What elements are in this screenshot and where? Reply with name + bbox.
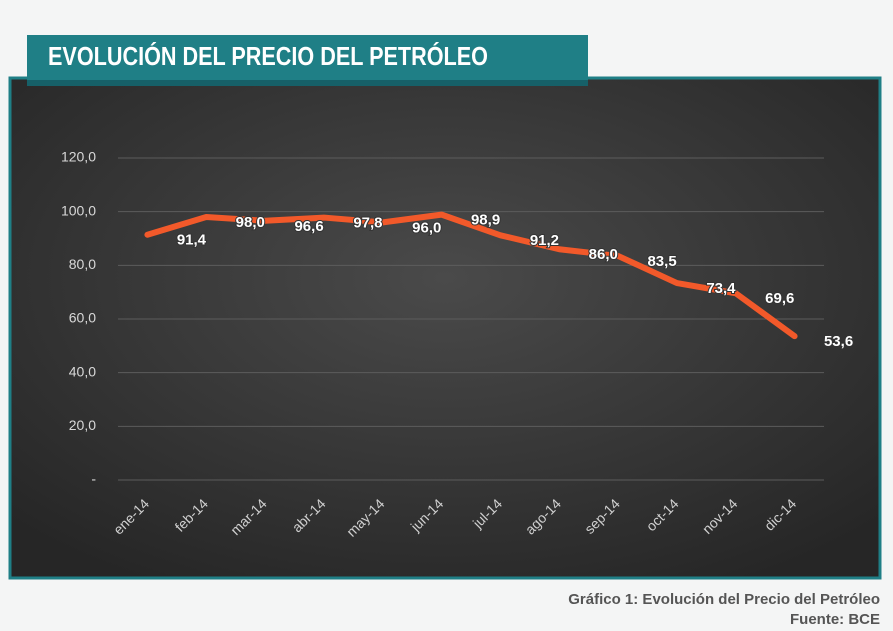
data-label: 91,4 [177, 232, 207, 249]
price-line [144, 211, 798, 340]
data-label: 53,6 [824, 333, 853, 350]
title-banner [27, 35, 588, 85]
data-label: 98,9 [471, 212, 500, 229]
data-label: 97,8 [353, 215, 382, 232]
data-label: 69,6 [765, 290, 794, 307]
panel [8, 76, 882, 580]
data-label: 91,2 [530, 232, 559, 249]
source: Fuente: BCE [790, 611, 880, 628]
data-label: 83,5 [647, 253, 676, 270]
data-label: 86,0 [589, 246, 618, 263]
data-label: 96,0 [412, 219, 441, 236]
data-label: 96,6 [294, 218, 323, 235]
y-tick-label: 120,0 [61, 149, 96, 165]
y-tick-label: 100,0 [61, 202, 96, 218]
y-tick-label: 20,0 [69, 417, 96, 433]
y-tick-label: 40,0 [69, 363, 96, 379]
data-label: 73,4 [706, 280, 736, 297]
y-tick-label: 60,0 [69, 310, 96, 326]
data-label: 98,0 [236, 214, 265, 231]
chart-title: EVOLUCIÓN DEL PRECIO DEL PETRÓLEO [48, 41, 488, 71]
y-tick-label: 80,0 [69, 256, 96, 272]
y-tick-label: - [91, 471, 96, 487]
title-banner-shadow [27, 80, 588, 86]
caption: Gráfico 1: Evolución del Precio del Petr… [568, 591, 880, 608]
